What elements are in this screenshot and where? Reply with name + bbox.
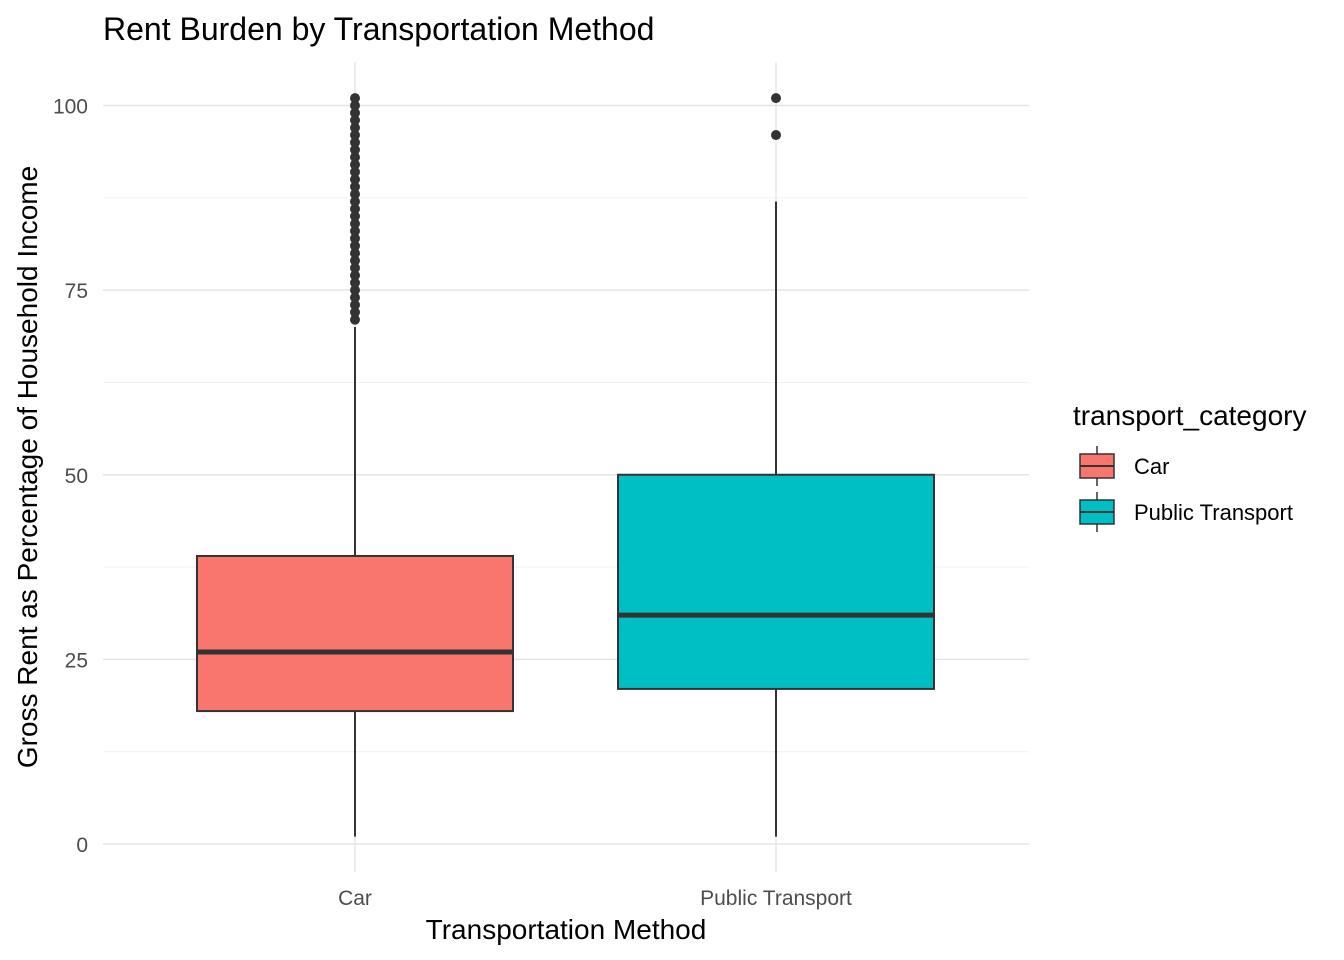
legend-label: Public Transport: [1134, 500, 1293, 525]
y-tick-label: 75: [65, 280, 88, 303]
outlier-point: [350, 285, 360, 296]
outlier-point: [350, 240, 360, 251]
x-tick-label: Car: [338, 887, 372, 910]
outlier-point: [350, 152, 360, 163]
legend-title: transport_category: [1073, 400, 1306, 431]
box: [617, 473, 935, 690]
outlier-point: [350, 196, 360, 207]
outlier-point: [350, 174, 360, 185]
chart-title: Rent Burden by Transportation Method: [103, 11, 654, 47]
outlier-point: [350, 181, 360, 192]
outlier-point: [350, 130, 360, 141]
y-tick-label: 100: [53, 96, 88, 119]
outlier-point: [350, 233, 360, 244]
outlier-point: [350, 277, 360, 288]
outlier-point: [771, 130, 781, 141]
legend: transport_category Car Public Transport: [1073, 400, 1306, 532]
outlier-point: [350, 189, 360, 200]
outlier-point: [350, 166, 360, 177]
grid: [103, 62, 1029, 872]
y-axis-ticks: 0 25 50 75 100: [53, 96, 88, 858]
outlier-point: [350, 93, 360, 104]
outlier-point: [350, 203, 360, 214]
outlier-point: [350, 122, 360, 133]
legend-label: Car: [1134, 454, 1169, 479]
boxplots: [196, 93, 935, 837]
outlier-point: [350, 137, 360, 148]
outlier-point: [350, 159, 360, 170]
outlier-point: [350, 107, 360, 118]
outlier-point: [350, 144, 360, 155]
x-tick-label: Public Transport: [700, 887, 852, 910]
outlier-point: [350, 270, 360, 281]
y-tick-label: 50: [65, 465, 88, 488]
outlier-point: [350, 307, 360, 318]
outlier-point: [350, 262, 360, 273]
y-tick-label: 0: [76, 834, 88, 857]
outlier-point: [350, 115, 360, 126]
outlier-point: [350, 292, 360, 303]
outlier-point: [350, 226, 360, 237]
legend-key-car: [1079, 446, 1115, 486]
outlier-point: [350, 248, 360, 259]
outlier-point: [350, 299, 360, 310]
outlier-point: [350, 218, 360, 229]
boxplot-public-transport: [617, 93, 935, 837]
y-tick-label: 25: [65, 649, 88, 672]
outlier-point: [771, 93, 781, 104]
x-axis-ticks: Car Public Transport: [338, 887, 852, 910]
outlier-point: [350, 100, 360, 111]
outlier-point: [350, 314, 360, 325]
y-axis-title: Gross Rent as Percentage of Household In…: [12, 166, 43, 768]
outlier-point: [350, 211, 360, 222]
boxplot-car: [196, 93, 514, 837]
outlier-point: [350, 255, 360, 266]
box: [196, 554, 514, 713]
legend-key-public-transport: [1079, 492, 1115, 532]
x-axis-title: Transportation Method: [426, 914, 707, 945]
